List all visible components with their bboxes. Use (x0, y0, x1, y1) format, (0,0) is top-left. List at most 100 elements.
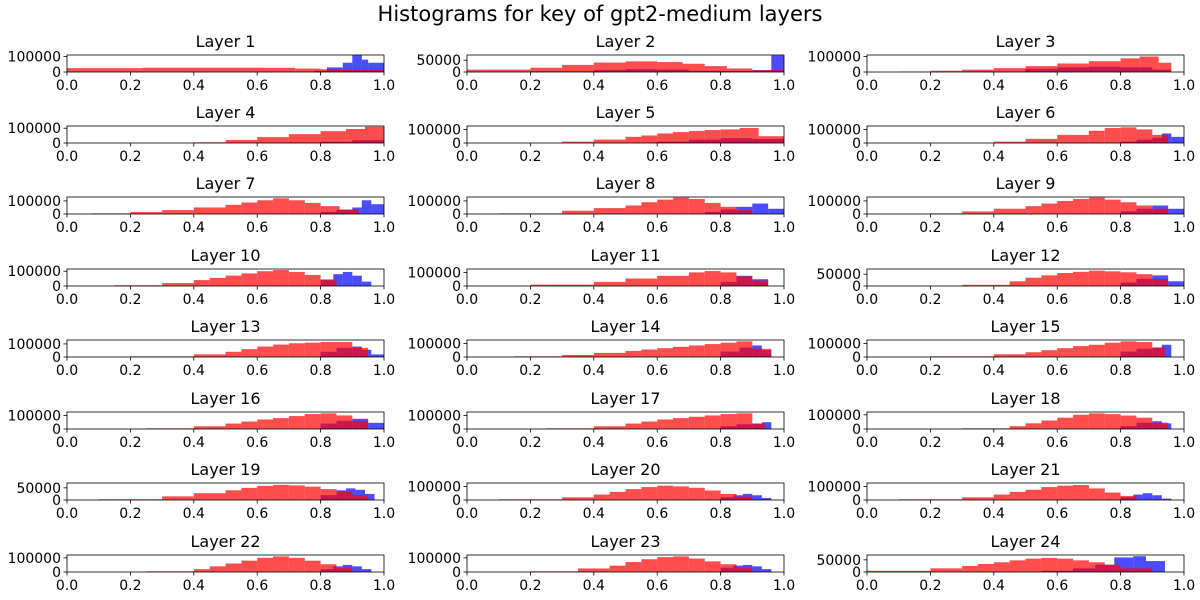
histogram-bar-red (257, 200, 274, 214)
histogram-bar-red (1088, 344, 1105, 357)
histogram-bar-red (295, 68, 321, 72)
x-tick-label: 0.4 (183, 292, 205, 308)
histogram-bar-red (688, 558, 705, 572)
histogram-bar-red (1009, 281, 1026, 286)
x-tick-label: 0.8 (1109, 578, 1131, 594)
x-tick-label: 0.2 (919, 578, 941, 594)
x-tick-label: 0.0 (856, 149, 878, 165)
histogram-bar-red (225, 351, 242, 357)
histogram-bar-red (162, 283, 194, 286)
histogram-bars (867, 556, 1165, 572)
x-tick-label: 1.0 (1173, 220, 1195, 236)
x-tick-label: 0.2 (519, 578, 541, 594)
x-tick-label: 0.6 (1046, 578, 1068, 594)
panel-title: Layer 20 (590, 460, 660, 479)
histogram-bar-red (736, 496, 753, 500)
histogram-bar-red (1057, 348, 1074, 357)
x-tick-label: 0.8 (709, 506, 731, 522)
histogram-bar-red (257, 485, 274, 500)
y-tick-label: 100000 (8, 194, 61, 210)
x-tick-label: 1.0 (373, 78, 395, 94)
histogram-bar-red (1057, 63, 1089, 72)
histogram-bar-red (1104, 564, 1121, 572)
histogram-bar-red (1057, 200, 1074, 214)
histogram-bar-red (1088, 61, 1121, 72)
histogram-bars (146, 556, 372, 572)
histogram-bar-red (225, 204, 242, 214)
x-tick-label: 1.0 (373, 292, 395, 308)
histogram-bar-red (1009, 426, 1026, 429)
histogram-bar-red (1041, 487, 1058, 500)
histogram-bar-red (1120, 495, 1137, 500)
histogram-bar-red (688, 131, 705, 143)
x-tick-label: 1.0 (1173, 363, 1195, 379)
x-tick-label: 0.4 (583, 149, 605, 165)
histogram-bar-red (593, 352, 626, 357)
histogram-bar-red (273, 556, 289, 572)
x-tick-label: 0.8 (309, 578, 331, 594)
histogram-bar-red (345, 128, 365, 143)
histogram-bars (98, 484, 375, 500)
histogram-bar-red (720, 342, 737, 357)
y-tick-label: 100000 (408, 194, 461, 210)
y-tick-label: 100000 (408, 479, 461, 495)
panel-title: Layer 21 (990, 460, 1060, 479)
histogram-bar-red (641, 349, 658, 357)
histogram-bar-blue (361, 59, 369, 72)
histogram-bar-red (1088, 562, 1105, 572)
y-tick-label: 0 (452, 279, 461, 295)
y-tick-label: 0 (52, 350, 61, 366)
histogram-bar-red (657, 275, 689, 286)
axes-frame (466, 268, 785, 287)
histogram-bar-red (1136, 274, 1153, 286)
histogram-bar-red (288, 200, 305, 214)
histogram-bar-red (704, 271, 721, 286)
axes-frame (866, 54, 1185, 73)
x-tick-label: 0.2 (119, 220, 141, 236)
histogram-bars (898, 56, 1172, 72)
histogram-bar-red (962, 211, 994, 214)
histogram-bar-blue (1142, 493, 1153, 500)
histogram-bar-red (739, 128, 759, 143)
x-tick-label: 0.4 (983, 435, 1005, 451)
panel-title: Layer 2 (596, 32, 656, 51)
histogram-bar-red (304, 414, 321, 429)
histogram-bar-red (1136, 417, 1153, 429)
histogram-bar-red (352, 495, 369, 500)
histogram-bar-red (1025, 352, 1042, 357)
histogram-bar-red (625, 423, 642, 429)
histogram-bar-red (1041, 275, 1058, 286)
y-tick-label: 100000 (8, 337, 61, 353)
axes-frame (866, 554, 1185, 573)
histogram-bar-red (1088, 488, 1105, 500)
histogram-bar-blue (771, 55, 784, 72)
y-tick-label: 0 (52, 65, 61, 81)
axes-frame (866, 411, 1185, 430)
y-tick-label: 0 (852, 136, 861, 152)
x-tick-label: 0.6 (246, 220, 268, 236)
histogram-bar-red (993, 68, 1026, 72)
x-tick-label: 0.4 (183, 578, 205, 594)
histogram-bar-red (1136, 342, 1153, 357)
y-tick-label: 0 (52, 565, 61, 581)
x-tick-label: 0.0 (456, 578, 478, 594)
x-tick-label: 0.6 (1046, 363, 1068, 379)
histogram-bar-red (704, 561, 721, 572)
histogram-bar-red (720, 493, 737, 500)
histogram-bar-red (1104, 128, 1121, 143)
x-tick-label: 0.6 (646, 292, 668, 308)
histogram-bar-red (1158, 62, 1172, 72)
histogram-bar-red (1057, 273, 1074, 286)
x-tick-label: 0.4 (583, 435, 605, 451)
x-tick-label: 1.0 (773, 435, 795, 451)
histogram-bar-red (304, 486, 321, 500)
histogram-bar-red (930, 70, 963, 72)
y-tick-label: 100000 (408, 336, 461, 352)
histogram-bar-red (1073, 271, 1089, 286)
histogram-bars (514, 341, 772, 357)
x-tick-label: 1.0 (773, 220, 795, 236)
panel-title: Layer 24 (990, 532, 1060, 551)
